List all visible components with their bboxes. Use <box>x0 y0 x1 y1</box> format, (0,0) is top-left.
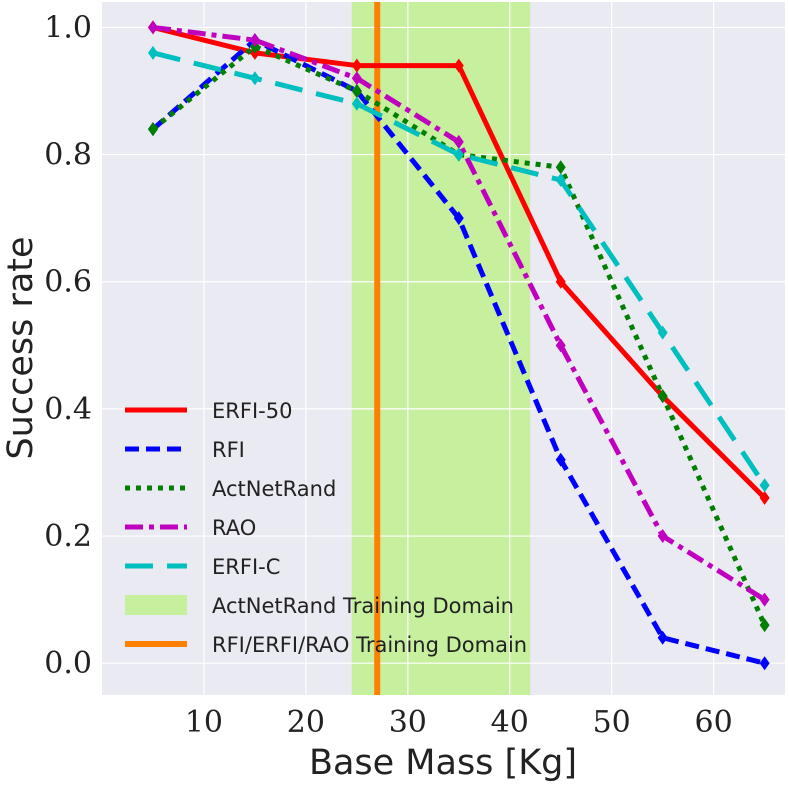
data-point-rao <box>657 529 668 544</box>
y-tick-label: 0.4 <box>44 392 92 427</box>
x-tick-label: 40 <box>491 705 529 740</box>
series-lines <box>147 20 770 671</box>
data-point-rfi <box>657 630 668 645</box>
data-point-rao <box>453 134 464 149</box>
data-point-erfi-50 <box>453 58 464 73</box>
data-point-erfi-50 <box>759 490 770 505</box>
x-axis-label: Base Mass [Kg] <box>309 743 577 783</box>
data-point-rfi <box>759 656 770 671</box>
y-tick-label: 1.0 <box>44 10 92 45</box>
data-point-erfi-c <box>453 147 464 162</box>
legend-label: RFI/ERFI/RAO Training Domain <box>212 633 527 657</box>
data-point-rfi <box>453 211 464 226</box>
x-tick-label: 60 <box>695 705 733 740</box>
x-tick-label: 10 <box>185 705 223 740</box>
legend-label: ActNetRand Training Domain <box>212 594 514 618</box>
x-tick-label: 20 <box>287 705 325 740</box>
y-tick-label: 0.0 <box>44 646 92 681</box>
x-tick-label: 50 <box>593 705 631 740</box>
data-point-rao <box>555 338 566 353</box>
data-point-rfi <box>555 452 566 467</box>
data-point-actnetrand <box>147 122 158 137</box>
data-point-erfi-50 <box>555 274 566 289</box>
data-point-rao <box>759 592 770 607</box>
data-point-actnetrand <box>759 618 770 633</box>
y-tick-label: 0.2 <box>44 519 92 554</box>
data-point-erfi-c <box>351 96 362 111</box>
data-point-erfi-c <box>249 71 260 86</box>
x-tick-label: 30 <box>389 705 427 740</box>
training-domain-shade <box>351 2 531 695</box>
legend-label: ERFI-50 <box>212 399 292 423</box>
data-point-erfi-50 <box>351 58 362 73</box>
legend-label: RFI <box>212 438 245 462</box>
tick-labels: 10 20 30 40 50 60 0.0 0.2 0.4 0.6 0.8 1.0 <box>44 10 732 740</box>
legend-label: ActNetRand <box>212 477 336 501</box>
data-point-rao <box>147 20 158 35</box>
data-point-actnetrand <box>555 160 566 175</box>
data-point-rao <box>351 71 362 86</box>
grid <box>102 2 785 695</box>
legend-label: RAO <box>212 516 256 540</box>
legend-swatch <box>125 595 187 615</box>
data-point-erfi-c <box>759 478 770 493</box>
y-tick-label: 0.6 <box>44 265 92 300</box>
legend-label: ERFI-C <box>212 555 280 579</box>
data-point-erfi-c <box>555 173 566 188</box>
data-point-actnetrand <box>657 389 668 404</box>
data-point-erfi-c <box>147 45 158 60</box>
y-axis-label: Success rate <box>1 236 41 459</box>
legend: ERFI-50 RFI ActNetRand RAO ERFI-C ActNetRand … <box>125 399 527 657</box>
data-point-actnetrand <box>351 84 362 99</box>
y-tick-label: 0.8 <box>44 138 92 173</box>
data-point-erfi-c <box>657 325 668 340</box>
data-point-rao <box>249 33 260 48</box>
